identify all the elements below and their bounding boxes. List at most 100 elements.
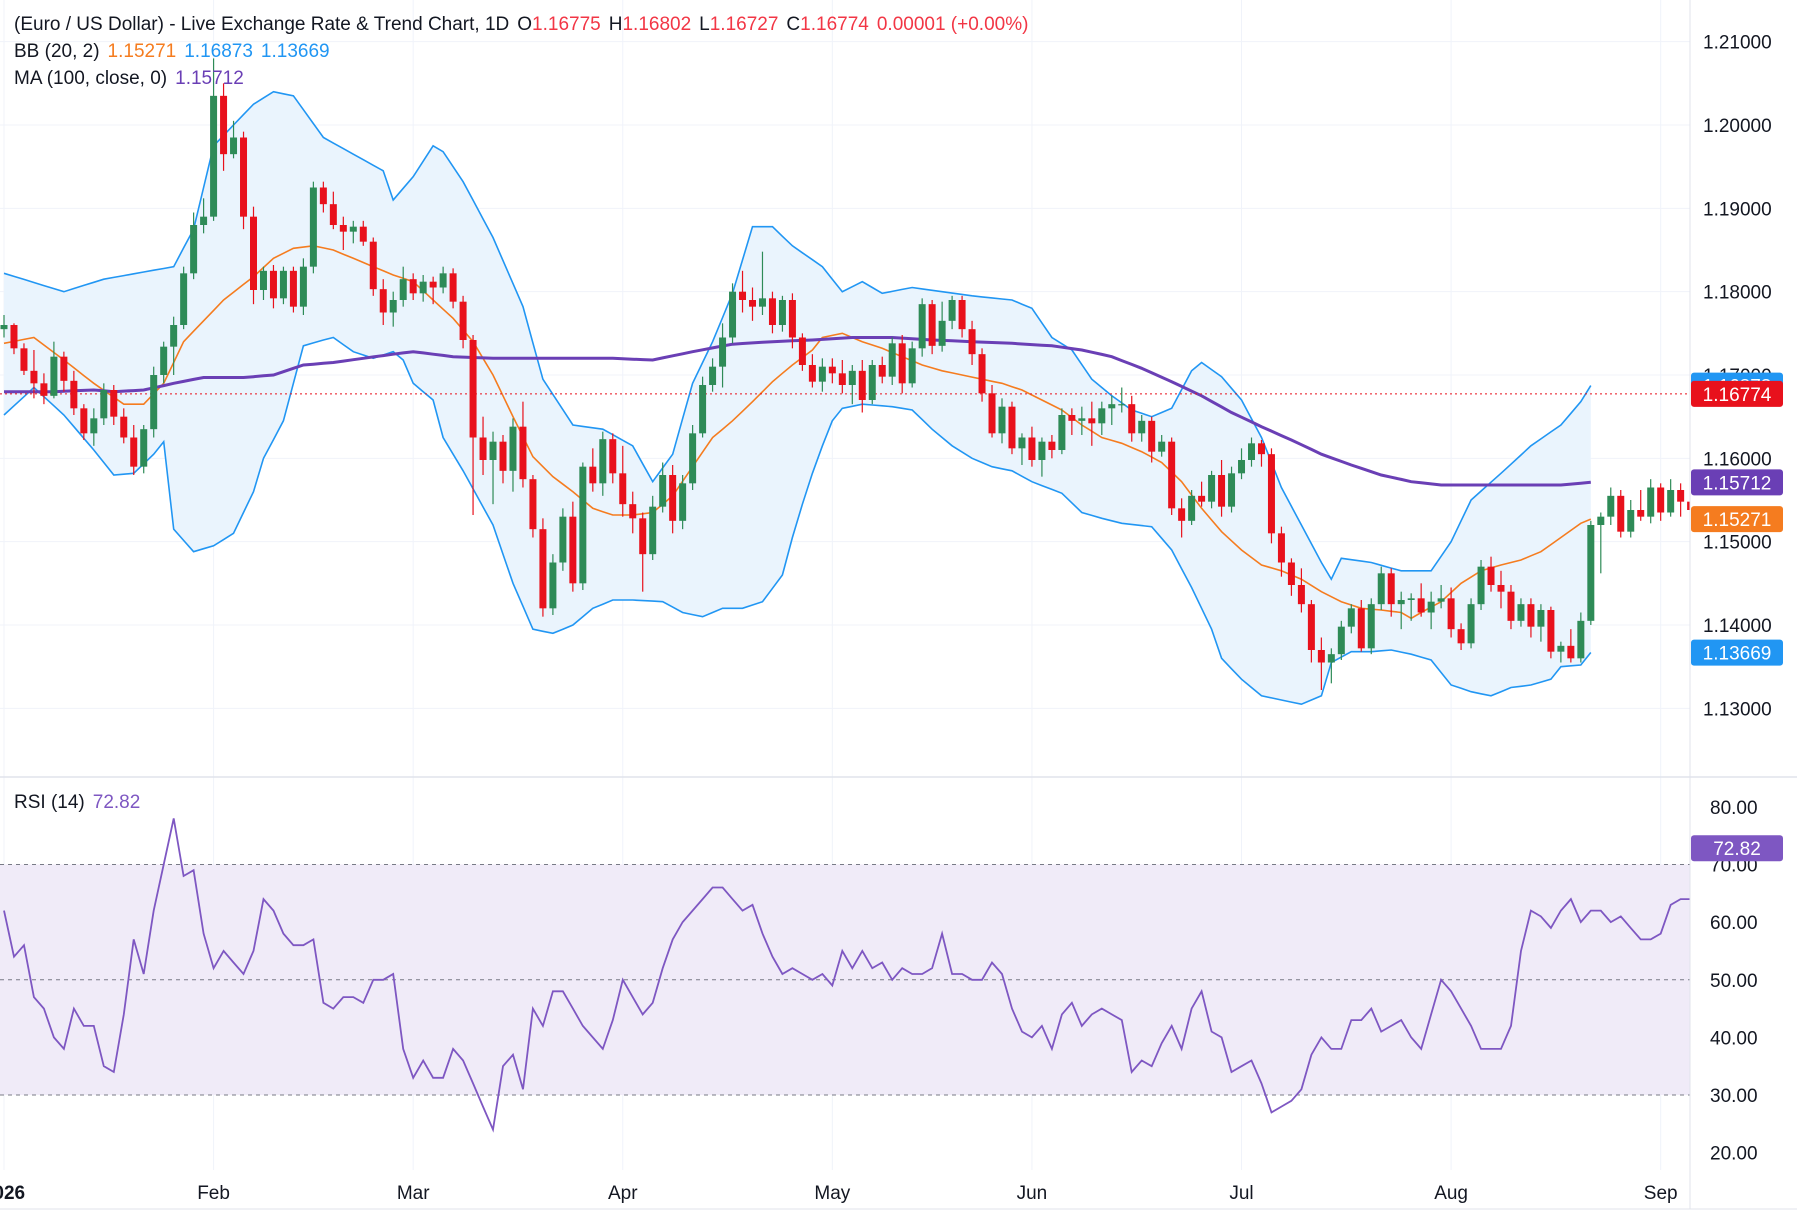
legend-close-value: 1.16774 (800, 14, 869, 35)
legend-bb[interactable]: BB (20, 2) 1.15271 1.16873 1.13669 (14, 41, 338, 63)
candle-body (359, 226, 367, 242)
bb-lower-line (3, 336, 1592, 706)
candle-body (998, 406, 1006, 434)
candle-body (160, 346, 168, 375)
bb-upper-line (3, 90, 1592, 581)
legend-ma-label[interactable]: MA (100, close, 0) (14, 68, 168, 89)
candle-body (848, 370, 856, 385)
candle-body (499, 441, 507, 471)
candle-body (539, 529, 547, 609)
candle-body (1387, 573, 1395, 605)
rsi-tick-label: 40.00 (1710, 1028, 1758, 1049)
candle-body (180, 273, 188, 325)
rsi-tick-label: 30.00 (1710, 1086, 1758, 1107)
candle-body (559, 516, 567, 563)
candle-body (878, 365, 886, 377)
rsi-tick-label: 50.00 (1710, 971, 1758, 992)
legend-rsi[interactable]: RSI (14) 72.82 (14, 792, 148, 814)
candle-body (1008, 406, 1016, 449)
badge-bb-basis-text: 1.15271 (1703, 510, 1772, 531)
candle-body (569, 516, 577, 584)
legend-rsi-label[interactable]: RSI (14) (14, 792, 85, 813)
candle-body (1128, 404, 1136, 434)
rsi-tick-label: 60.00 (1710, 913, 1758, 934)
time-tick-label: Jun (1017, 1183, 1048, 1204)
candle-body (709, 366, 717, 385)
candle-body (549, 562, 557, 609)
candle-body (1487, 566, 1495, 585)
candle-body (379, 289, 387, 313)
candle-body (369, 241, 377, 290)
badge-bb-lower-bg (1691, 639, 1783, 666)
candle-body (1517, 604, 1525, 621)
candle-body (449, 273, 457, 302)
candle-body (599, 439, 607, 484)
candle-body (659, 475, 667, 507)
candle-body (429, 281, 437, 288)
candle-body (1377, 573, 1385, 605)
candle-body (1098, 408, 1106, 424)
legend-bb-label[interactable]: BB (20, 2) (14, 41, 100, 62)
candle-body (1617, 495, 1625, 532)
candle-body (808, 365, 816, 382)
candle-body (419, 281, 427, 294)
candle-body (1277, 533, 1285, 563)
legend-close-label: C (786, 14, 801, 35)
ma-line (4, 336, 1591, 487)
candle-body (928, 304, 936, 346)
candle-body (699, 385, 707, 434)
candle-body (50, 356, 58, 396)
badge-rsi-text: 72.82 (1713, 839, 1761, 860)
rsi-pane (0, 818, 1690, 1133)
candle-body (269, 270, 277, 299)
candle-body (100, 390, 108, 419)
candles (0, 58, 1690, 690)
candle-body (200, 216, 208, 225)
legend-ma[interactable]: MA (100, close, 0) 1.15712 (14, 68, 252, 90)
candle-body (1088, 418, 1096, 424)
candle-body (1417, 598, 1425, 613)
price-tick-label: 1.13000 (1703, 699, 1772, 720)
legend-ohlc[interactable]: (Euro / US Dollar) - Live Exchange Rate … (14, 14, 1036, 36)
time-tick-label: 2026 (0, 1183, 25, 1204)
candle-body (958, 300, 966, 330)
candle-body (1118, 404, 1126, 406)
price-tick-label: 1.20000 (1703, 116, 1772, 137)
price-tick-label: 1.19000 (1703, 199, 1772, 220)
candle-body (639, 518, 647, 555)
candle-body (1257, 443, 1265, 455)
candle-body (968, 329, 976, 355)
candle-body (1507, 591, 1515, 621)
candle-body (1687, 501, 1690, 510)
candle-body (729, 291, 737, 338)
candle-body (240, 137, 248, 217)
candle-body (439, 273, 447, 288)
candle-body (1297, 585, 1305, 605)
candle-body (1218, 475, 1226, 507)
price-tick-label: 1.18000 (1703, 283, 1772, 304)
candle-body (1287, 562, 1295, 585)
candle-body (259, 270, 267, 290)
candle-body (110, 390, 118, 417)
rsi-line (3, 818, 1690, 1133)
candle-body (1248, 443, 1255, 460)
rsi-tick-label: 20.00 (1710, 1144, 1758, 1165)
candle-body (1158, 441, 1166, 452)
candle-body (1397, 600, 1405, 605)
time-tick-label: May (814, 1183, 850, 1204)
candle-body (409, 279, 417, 294)
price-tick-label: 1.21000 (1703, 33, 1772, 54)
candle-body (579, 466, 587, 584)
candle-body (619, 473, 627, 505)
candle-body (589, 466, 597, 484)
candle-body (1427, 601, 1435, 613)
candle-body (389, 300, 397, 313)
candle-body (1307, 604, 1315, 650)
legend-symbol-title[interactable]: (Euro / US Dollar) - Live Exchange Rate … (14, 14, 510, 35)
candle-body (1317, 650, 1325, 663)
candle-body (459, 301, 467, 340)
candle-body (948, 300, 956, 321)
legend-low-value: 1.16727 (709, 14, 779, 35)
